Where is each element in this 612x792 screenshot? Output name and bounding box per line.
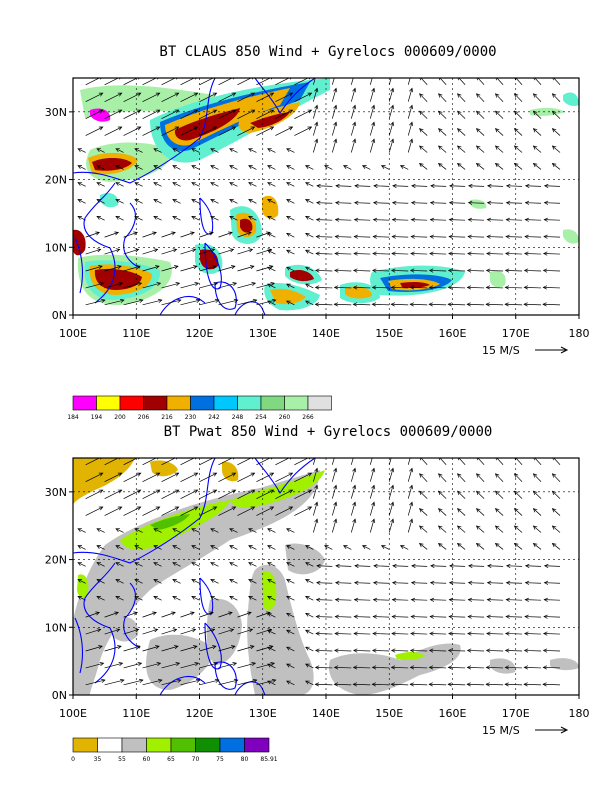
bottom-pwat-shading bbox=[73, 458, 579, 695]
colorbar-label: 266 bbox=[302, 414, 314, 421]
colorbar-label: 230 bbox=[185, 414, 197, 421]
y-tick-label: 30N bbox=[45, 106, 67, 119]
x-tick-label: 120E bbox=[186, 327, 214, 340]
colorbar-swatch bbox=[72, 737, 98, 753]
colorbar-swatch bbox=[213, 395, 238, 411]
top-colorbar: 184 194 200 206 216 230 242 248 254 260 266 bbox=[67, 395, 332, 421]
x-tick-label: 100E bbox=[59, 327, 87, 340]
colorbar-label: 0 bbox=[71, 756, 75, 763]
top-vector-ref-label: 15 M/S bbox=[482, 344, 520, 357]
top-axis-ticks: 100E 110E 120E 130E 140E 150E 160E 170E 180 0N 10N… bbox=[45, 106, 590, 340]
y-tick-label: 0N bbox=[52, 689, 67, 702]
x-tick-label: 150E bbox=[375, 707, 403, 720]
colorbar-label: 60 bbox=[143, 756, 151, 763]
colorbar-swatch bbox=[190, 395, 215, 411]
x-tick-label: 150E bbox=[375, 327, 403, 340]
x-tick-label: 180 bbox=[569, 327, 590, 340]
colorbar-label: 254 bbox=[255, 414, 267, 421]
colorbar-label: 85.91 bbox=[260, 756, 277, 763]
bottom-vector-reference: 15 M/S bbox=[482, 724, 569, 737]
x-tick-label: 160E bbox=[439, 327, 467, 340]
colorbar-label: 242 bbox=[208, 414, 220, 421]
colorbar-swatch bbox=[121, 737, 147, 753]
colorbar-label: 194 bbox=[91, 414, 103, 421]
colorbar-swatch bbox=[244, 737, 270, 753]
y-tick-label: 20N bbox=[45, 554, 67, 567]
y-tick-label: 10N bbox=[45, 241, 67, 254]
bottom-colorbar: 0 35 55 60 65 70 75 80 85.91 bbox=[71, 737, 278, 763]
bottom-coastlines bbox=[73, 458, 316, 695]
bottom-vector-ref-label: 15 M/S bbox=[482, 724, 520, 737]
x-tick-label: 170E bbox=[502, 327, 530, 340]
colorbar-label: 248 bbox=[232, 414, 244, 421]
top-panel-title: BT CLAUS 850 Wind + Gyrelocs 000609/0000 bbox=[159, 44, 496, 60]
top-panel: BT CLAUS 850 Wind + Gyrelocs 000609/0000 bbox=[45, 44, 590, 421]
colorbar-swatch bbox=[284, 395, 309, 411]
bottom-panel-title: BT Pwat 850 Wind + Gyrelocs 000609/0000 bbox=[164, 424, 493, 440]
colorbar-swatch bbox=[96, 395, 121, 411]
colorbar-label: 75 bbox=[216, 756, 224, 763]
colorbar-label: 216 bbox=[161, 414, 173, 421]
bottom-panel: BT Pwat 850 Wind + Gyrelocs 000609/0000 bbox=[45, 424, 590, 763]
x-tick-label: 120E bbox=[186, 707, 214, 720]
colorbar-label: 70 bbox=[192, 756, 200, 763]
x-tick-label: 160E bbox=[439, 707, 467, 720]
top-wind-vectors bbox=[77, 78, 561, 307]
colorbar-swatch bbox=[237, 395, 262, 411]
x-tick-label: 140E bbox=[312, 707, 340, 720]
y-tick-label: 0N bbox=[52, 309, 67, 322]
colorbar-swatch bbox=[166, 395, 191, 411]
colorbar-label: 184 bbox=[67, 414, 79, 421]
colorbar-swatch bbox=[146, 737, 172, 753]
x-tick-label: 170E bbox=[502, 707, 530, 720]
colorbar-label: 260 bbox=[279, 414, 291, 421]
top-coastlines bbox=[73, 78, 316, 315]
bottom-axis-ticks: 100E 110E 120E 130E 140E 150E 160E 170E 180 0N 10N… bbox=[45, 486, 590, 720]
colorbar-swatch bbox=[119, 395, 144, 411]
colorbar-label: 55 bbox=[118, 756, 126, 763]
bottom-wind-vectors bbox=[77, 458, 561, 687]
colorbar-swatch bbox=[72, 395, 97, 411]
x-tick-label: 180 bbox=[569, 707, 590, 720]
x-tick-label: 140E bbox=[312, 327, 340, 340]
colorbar-swatch bbox=[170, 737, 196, 753]
colorbar-swatch bbox=[143, 395, 168, 411]
top-vector-reference: 15 M/S bbox=[482, 344, 569, 357]
y-tick-label: 20N bbox=[45, 174, 67, 187]
colorbar-label: 80 bbox=[241, 756, 249, 763]
bottom-gridlines bbox=[73, 458, 579, 695]
x-tick-label: 100E bbox=[59, 707, 87, 720]
top-cloud-shading bbox=[73, 78, 579, 311]
colorbar-swatch bbox=[260, 395, 285, 411]
top-gridlines bbox=[73, 78, 579, 315]
colorbar-label: 65 bbox=[167, 756, 175, 763]
colorbar-swatch bbox=[219, 737, 245, 753]
x-tick-label: 130E bbox=[249, 707, 277, 720]
y-tick-label: 10N bbox=[45, 621, 67, 634]
x-tick-label: 110E bbox=[122, 327, 150, 340]
colorbar-label: 206 bbox=[138, 414, 150, 421]
colorbar-label: 200 bbox=[114, 414, 126, 421]
colorbar-swatch bbox=[307, 395, 332, 411]
colorbar-swatch bbox=[97, 737, 123, 753]
x-tick-label: 110E bbox=[122, 707, 150, 720]
colorbar-swatch bbox=[195, 737, 221, 753]
colorbar-label: 35 bbox=[94, 756, 102, 763]
x-tick-label: 130E bbox=[249, 327, 277, 340]
y-tick-label: 30N bbox=[45, 486, 67, 499]
